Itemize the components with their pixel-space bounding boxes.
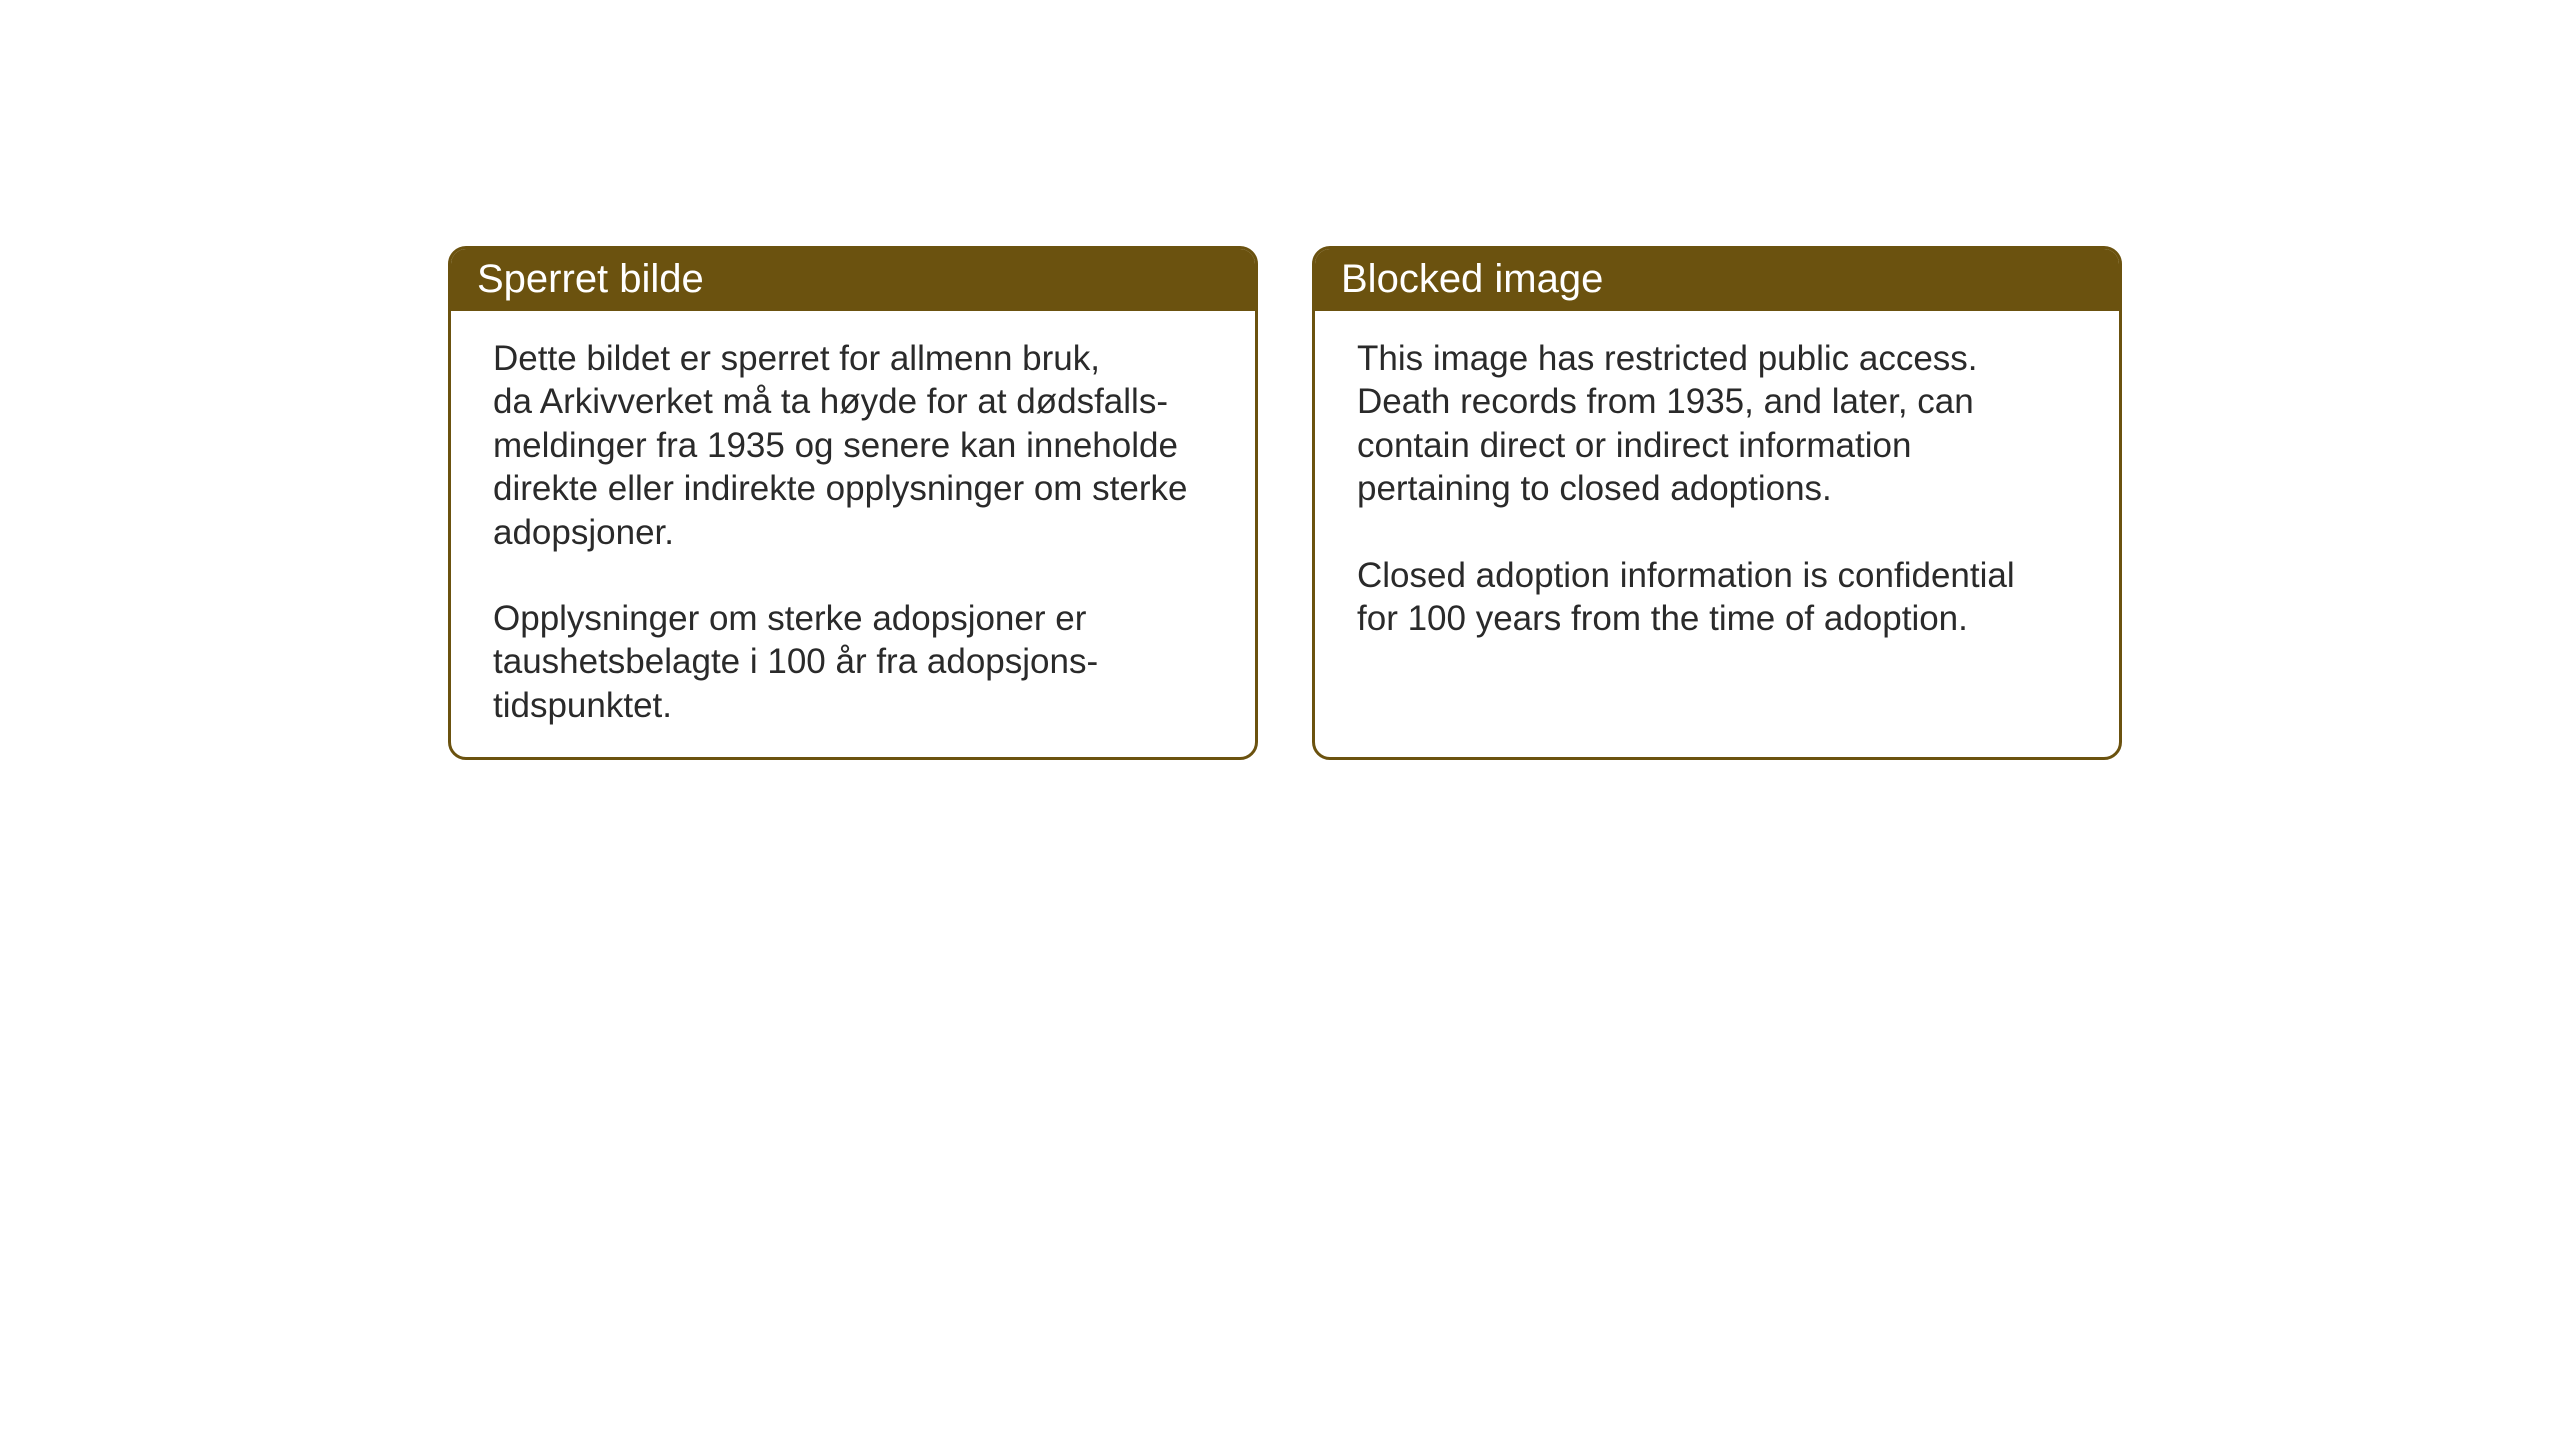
norwegian-paragraph-1: Dette bildet er sperret for allmenn bruk…	[493, 337, 1213, 554]
norwegian-paragraph-2: Opplysninger om sterke adopsjoner ertaus…	[493, 597, 1213, 727]
english-card-title: Blocked image	[1315, 249, 2119, 311]
norwegian-card-body: Dette bildet er sperret for allmenn bruk…	[451, 311, 1255, 760]
english-paragraph-1: This image has restricted public access.…	[1357, 337, 2077, 511]
norwegian-notice-card: Sperret bilde Dette bildet er sperret fo…	[448, 246, 1258, 760]
notice-cards-container: Sperret bilde Dette bildet er sperret fo…	[448, 246, 2122, 760]
norwegian-card-title: Sperret bilde	[451, 249, 1255, 311]
english-notice-card: Blocked image This image has restricted …	[1312, 246, 2122, 760]
english-card-body: This image has restricted public access.…	[1315, 311, 2119, 676]
english-paragraph-2: Closed adoption information is confident…	[1357, 554, 2077, 641]
